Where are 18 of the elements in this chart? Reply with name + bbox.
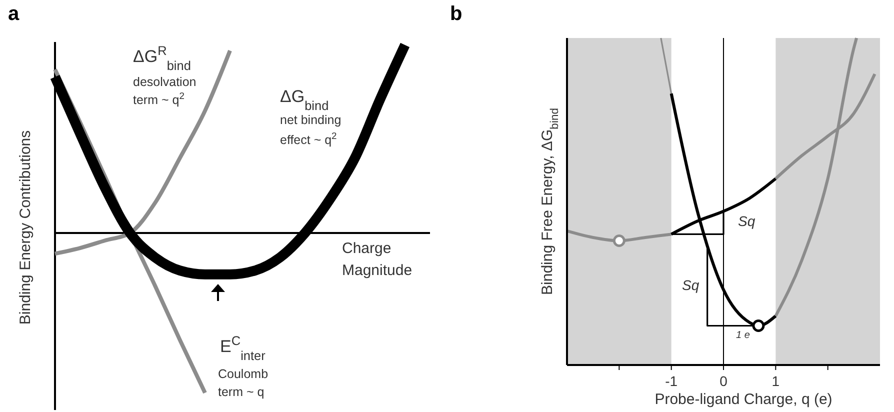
x-axis-title: Probe-ligand Charge, q (e) bbox=[654, 391, 832, 408]
annotation: desolvation bbox=[133, 75, 196, 89]
annotation: 1 e bbox=[736, 330, 750, 341]
annotation: ΔG$_{bind}$ bbox=[280, 87, 329, 112]
chart-title: a bbox=[8, 3, 20, 25]
chart-title: b bbox=[450, 3, 462, 25]
annotation: net binding bbox=[280, 113, 342, 127]
annotation: Sq bbox=[682, 277, 700, 293]
annotation: Coulomb bbox=[218, 367, 268, 381]
x-tick-label: 1 bbox=[772, 373, 780, 389]
y-axis-title: Binding Energy Contributions bbox=[17, 130, 34, 325]
annotation: term ~ q$^{2}$ bbox=[133, 91, 184, 107]
x-tick-label: -1 bbox=[665, 373, 678, 389]
x-axis-title: Charge Magnitude bbox=[342, 240, 412, 279]
annotation: Sq bbox=[738, 213, 756, 229]
annotation: effect ~ q$^{2}$ bbox=[280, 131, 337, 147]
x-tick-label: 0 bbox=[720, 373, 728, 389]
annotation: term ~ q bbox=[218, 385, 264, 399]
